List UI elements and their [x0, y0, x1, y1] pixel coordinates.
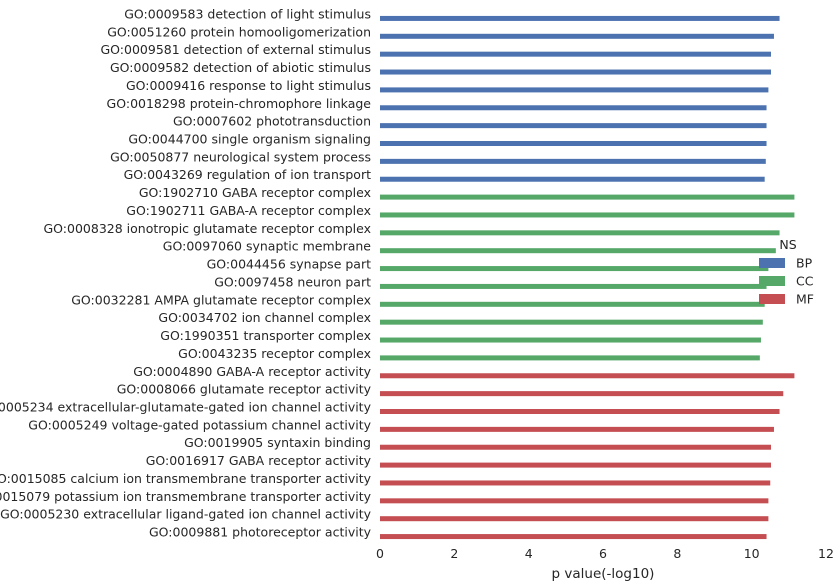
category-label-29: GO:0005230 extracellular ligand-gated io…	[0, 507, 372, 522]
legend-swatch-cc	[759, 276, 785, 286]
bar-mf-21	[380, 373, 795, 379]
category-label-13: GO:0008328 ionotropic glutamate receptor…	[44, 221, 372, 236]
category-label-9: GO:0050877 neurological system process	[110, 149, 371, 164]
x-tick-label-10: 10	[744, 546, 760, 561]
category-label-12: GO:1902711 GABA-A receptor complex	[126, 203, 371, 218]
bar-cc-12	[380, 212, 795, 218]
bar-bp-7	[380, 123, 767, 129]
bar-cc-19	[380, 337, 761, 343]
bar-bp-10	[380, 176, 765, 182]
category-label-19: GO:1990351 transporter complex	[160, 328, 371, 343]
bar-cc-13	[380, 230, 780, 236]
bar-bp-3	[380, 51, 771, 57]
bar-cc-20	[380, 355, 760, 361]
bar-bp-8	[380, 141, 767, 146]
legend: NS BP CC MF	[759, 237, 814, 307]
bar-mf-25	[380, 444, 771, 450]
category-label-7: GO:0007602 phototransduction	[173, 114, 371, 129]
bar-mf-23	[380, 409, 780, 414]
bar-mf-30	[380, 534, 767, 540]
category-label-30: GO:0009881 photoreceptor activity	[149, 525, 372, 540]
category-label-21: GO:0004890 GABA-A receptor activity	[133, 364, 371, 379]
bar-cc-14	[380, 248, 776, 254]
category-label-24: GO:0005249 voltage-gated potassium chann…	[28, 417, 371, 432]
bar-bp-6	[380, 105, 767, 111]
x-tick-label-8: 8	[673, 546, 681, 561]
legend-entries: BP CC MF	[759, 256, 814, 307]
category-label-10: GO:0043269 regulation of ion transport	[124, 167, 372, 182]
bar-bp-4	[380, 69, 771, 75]
bar-bp-2	[380, 33, 774, 39]
bar-mf-28	[380, 498, 769, 504]
category-label-25: GO:0019905 syntaxin binding	[184, 435, 371, 450]
bar-bp-5	[380, 87, 769, 93]
category-label-8: GO:0044700 single organism signaling	[128, 132, 371, 147]
category-label-17: GO:0032281 AMPA glutamate receptor compl…	[71, 292, 371, 307]
bars-group	[380, 15, 795, 540]
x-tick-label-0: 0	[376, 546, 384, 561]
bar-cc-17	[380, 301, 765, 307]
category-label-2: GO:0051260 protein homooligomerization	[107, 24, 371, 39]
category-label-23: GO:0005234 extracellular-glutamate-gated…	[0, 400, 372, 415]
bar-bp-9	[380, 158, 766, 164]
legend-title: NS	[779, 237, 796, 252]
category-label-4: GO:0009582 detection of abiotic stimulus	[110, 60, 371, 75]
category-label-20: GO:0043235 receptor complex	[178, 346, 371, 361]
x-tick-label-4: 4	[525, 546, 533, 561]
category-label-26: GO:0016917 GABA receptor activity	[146, 453, 372, 468]
category-label-18: GO:0034702 ion channel complex	[158, 310, 371, 325]
category-label-1: GO:0009583 detection of light stimulus	[124, 6, 371, 21]
bar-mf-22	[380, 391, 784, 397]
bar-mf-24	[380, 426, 774, 432]
category-label-22: GO:0008066 glutamate receptor activity	[117, 382, 372, 397]
bar-mf-26	[380, 462, 771, 468]
bar-mf-27	[380, 480, 771, 486]
x-tick-label-12: 12	[818, 546, 834, 561]
bar-mf-29	[380, 516, 769, 522]
category-label-14: GO:0097060 synaptic membrane	[163, 239, 372, 254]
x-tick-labels-group: 0 2 4 6 8 10 12	[376, 546, 834, 561]
legend-swatch-bp	[759, 258, 785, 268]
category-label-16: GO:0097458 neuron part	[214, 274, 371, 289]
category-labels-group: GO:0009583 detection of light stimulus GO…	[0, 6, 372, 539]
bar-cc-15	[380, 266, 769, 272]
bar-bp-1	[380, 15, 780, 21]
category-label-6: GO:0018298 protein-chromophore linkage	[107, 96, 372, 111]
x-tick-label-2: 2	[450, 546, 458, 561]
x-tick-label-6: 6	[599, 546, 607, 561]
legend-label-cc: CC	[796, 274, 814, 289]
bar-cc-18	[380, 319, 763, 325]
category-label-11: GO:1902710 GABA receptor complex	[139, 185, 371, 200]
category-label-15: GO:0044456 synapse part	[207, 257, 371, 272]
category-label-28: GO:0015079 potassium ion transmembrane t…	[0, 489, 372, 504]
legend-label-bp: BP	[796, 256, 813, 271]
category-label-5: GO:0009416 response to light stimulus	[126, 78, 371, 93]
x-axis-title: p value(-log10)	[552, 566, 655, 582]
bar-cc-16	[380, 283, 767, 289]
legend-label-mf: MF	[796, 292, 814, 307]
category-label-27: GO:0015085 calcium ion transmembrane tra…	[0, 471, 372, 486]
legend-swatch-mf	[759, 294, 785, 304]
category-label-3: GO:0009581 detection of external stimulu…	[101, 42, 372, 57]
bar-cc-11	[380, 194, 795, 200]
